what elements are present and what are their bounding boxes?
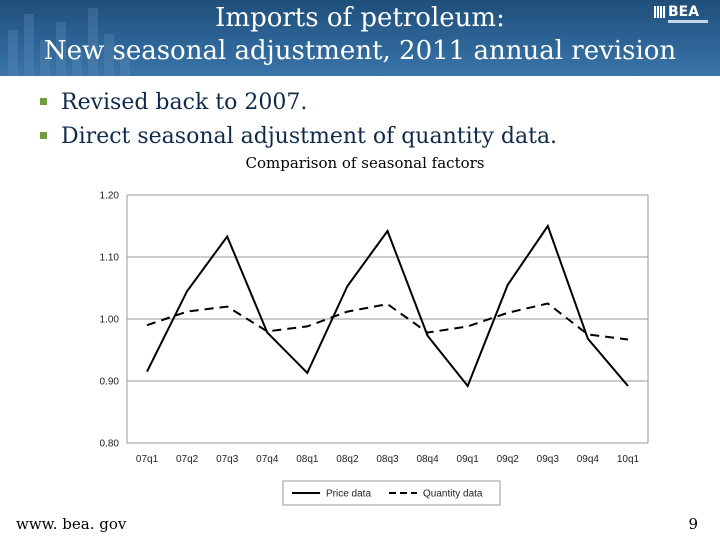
x-tick-label: 09q2 [497, 454, 520, 465]
x-tick-label: 08q1 [296, 454, 319, 465]
page-number: 9 [688, 515, 698, 533]
y-tick-label: 1.10 [100, 253, 120, 264]
header-background-graphic [8, 8, 130, 76]
y-tick-label: 1.00 [100, 315, 120, 326]
x-tick-label: 07q3 [216, 454, 239, 465]
y-tick-label: 1.20 [100, 191, 120, 202]
bullet-text: Direct seasonal adjustment of quantity d… [61, 124, 558, 149]
y-tick-label: 0.90 [100, 377, 120, 388]
x-tick-label: 10q1 [617, 454, 640, 465]
x-tick-label: 09q4 [577, 454, 600, 465]
x-tick-label: 09q1 [457, 454, 480, 465]
quantity-data-line [146, 302, 629, 341]
bea-logo-text: BEA [668, 4, 700, 20]
footer-url[interactable]: www. bea. gov [16, 515, 127, 533]
bullet-text: Revised back to 2007. [61, 90, 308, 115]
bullet-marker-icon [40, 97, 47, 105]
bea-logo-subline [668, 20, 708, 23]
bullet-item: Revised back to 2007. [40, 86, 557, 120]
slide-title-line-2: New seasonal adjustment, 2011 annual rev… [43, 36, 677, 66]
bullet-marker-icon [40, 131, 47, 139]
bea-logo-icon [654, 6, 666, 18]
bullet-list: Revised back to 2007. Direct seasonal ad… [40, 86, 557, 154]
price-data-line [146, 223, 629, 388]
x-tick-label: 07q4 [256, 454, 279, 465]
chart-title: Comparison of seasonal factors [245, 154, 485, 172]
legend-label: Quantity data [423, 489, 483, 500]
x-tick-label: 07q1 [136, 454, 159, 465]
legend-label: Price data [326, 489, 371, 500]
y-tick-label: 0.80 [100, 439, 120, 450]
slide-header: Imports of petroleum: New seasonal adjus… [0, 0, 720, 76]
x-tick-label: 09q3 [537, 454, 560, 465]
bullet-item: Direct seasonal adjustment of quantity d… [40, 120, 557, 154]
x-tick-label: 08q3 [376, 454, 399, 465]
x-tick-label: 08q2 [336, 454, 359, 465]
x-tick-label: 07q2 [176, 454, 199, 465]
bea-logo: BEA [654, 4, 708, 28]
x-tick-label: 08q4 [416, 454, 439, 465]
slide-title-line-1: Imports of petroleum: [215, 3, 505, 33]
